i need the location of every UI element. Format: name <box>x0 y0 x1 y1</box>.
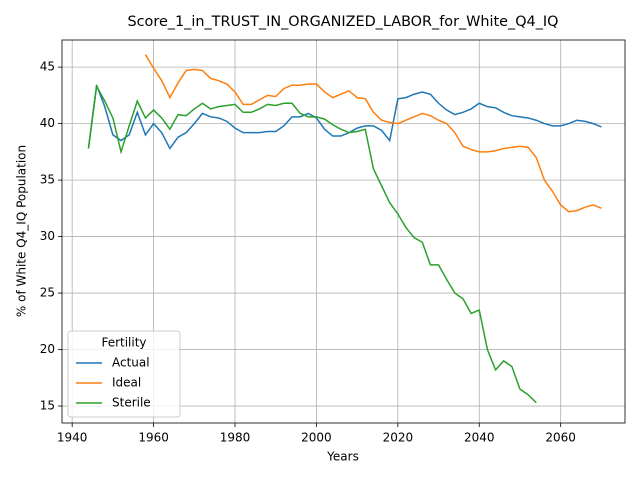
chart-title: Score_1_in_TRUST_IN_ORGANIZED_LABOR_for_… <box>128 14 559 30</box>
x-tick-label: 1940 <box>57 431 88 445</box>
legend-label: Sterile <box>112 396 151 410</box>
y-tick-label: 35 <box>40 173 55 187</box>
x-axis-label: Years <box>326 450 359 464</box>
legend-box <box>67 330 181 418</box>
x-tick-label: 2040 <box>464 431 495 445</box>
y-tick-label: 20 <box>40 342 55 356</box>
y-tick-label: 25 <box>40 286 55 300</box>
legend-label: Actual <box>112 356 150 370</box>
x-tick-label: 2020 <box>383 431 414 445</box>
series-line <box>87 83 537 404</box>
y-tick-label: 45 <box>40 60 55 74</box>
y-tick-label: 40 <box>40 116 55 130</box>
x-tick-label: 2060 <box>545 431 576 445</box>
x-tick-label: 1980 <box>220 431 251 445</box>
series-line <box>144 54 602 213</box>
legend-title: Fertility <box>101 336 146 350</box>
y-tick-label: 15 <box>40 399 55 413</box>
x-tick-label: 1960 <box>138 431 169 445</box>
x-tick-label: 2000 <box>301 431 332 445</box>
plot-frame <box>61 39 626 424</box>
series-line <box>87 84 602 150</box>
y-tick-label: 30 <box>40 229 55 243</box>
legend-label: Ideal <box>112 376 141 390</box>
y-axis-label: % of White Q4_IQ Population <box>15 145 29 317</box>
